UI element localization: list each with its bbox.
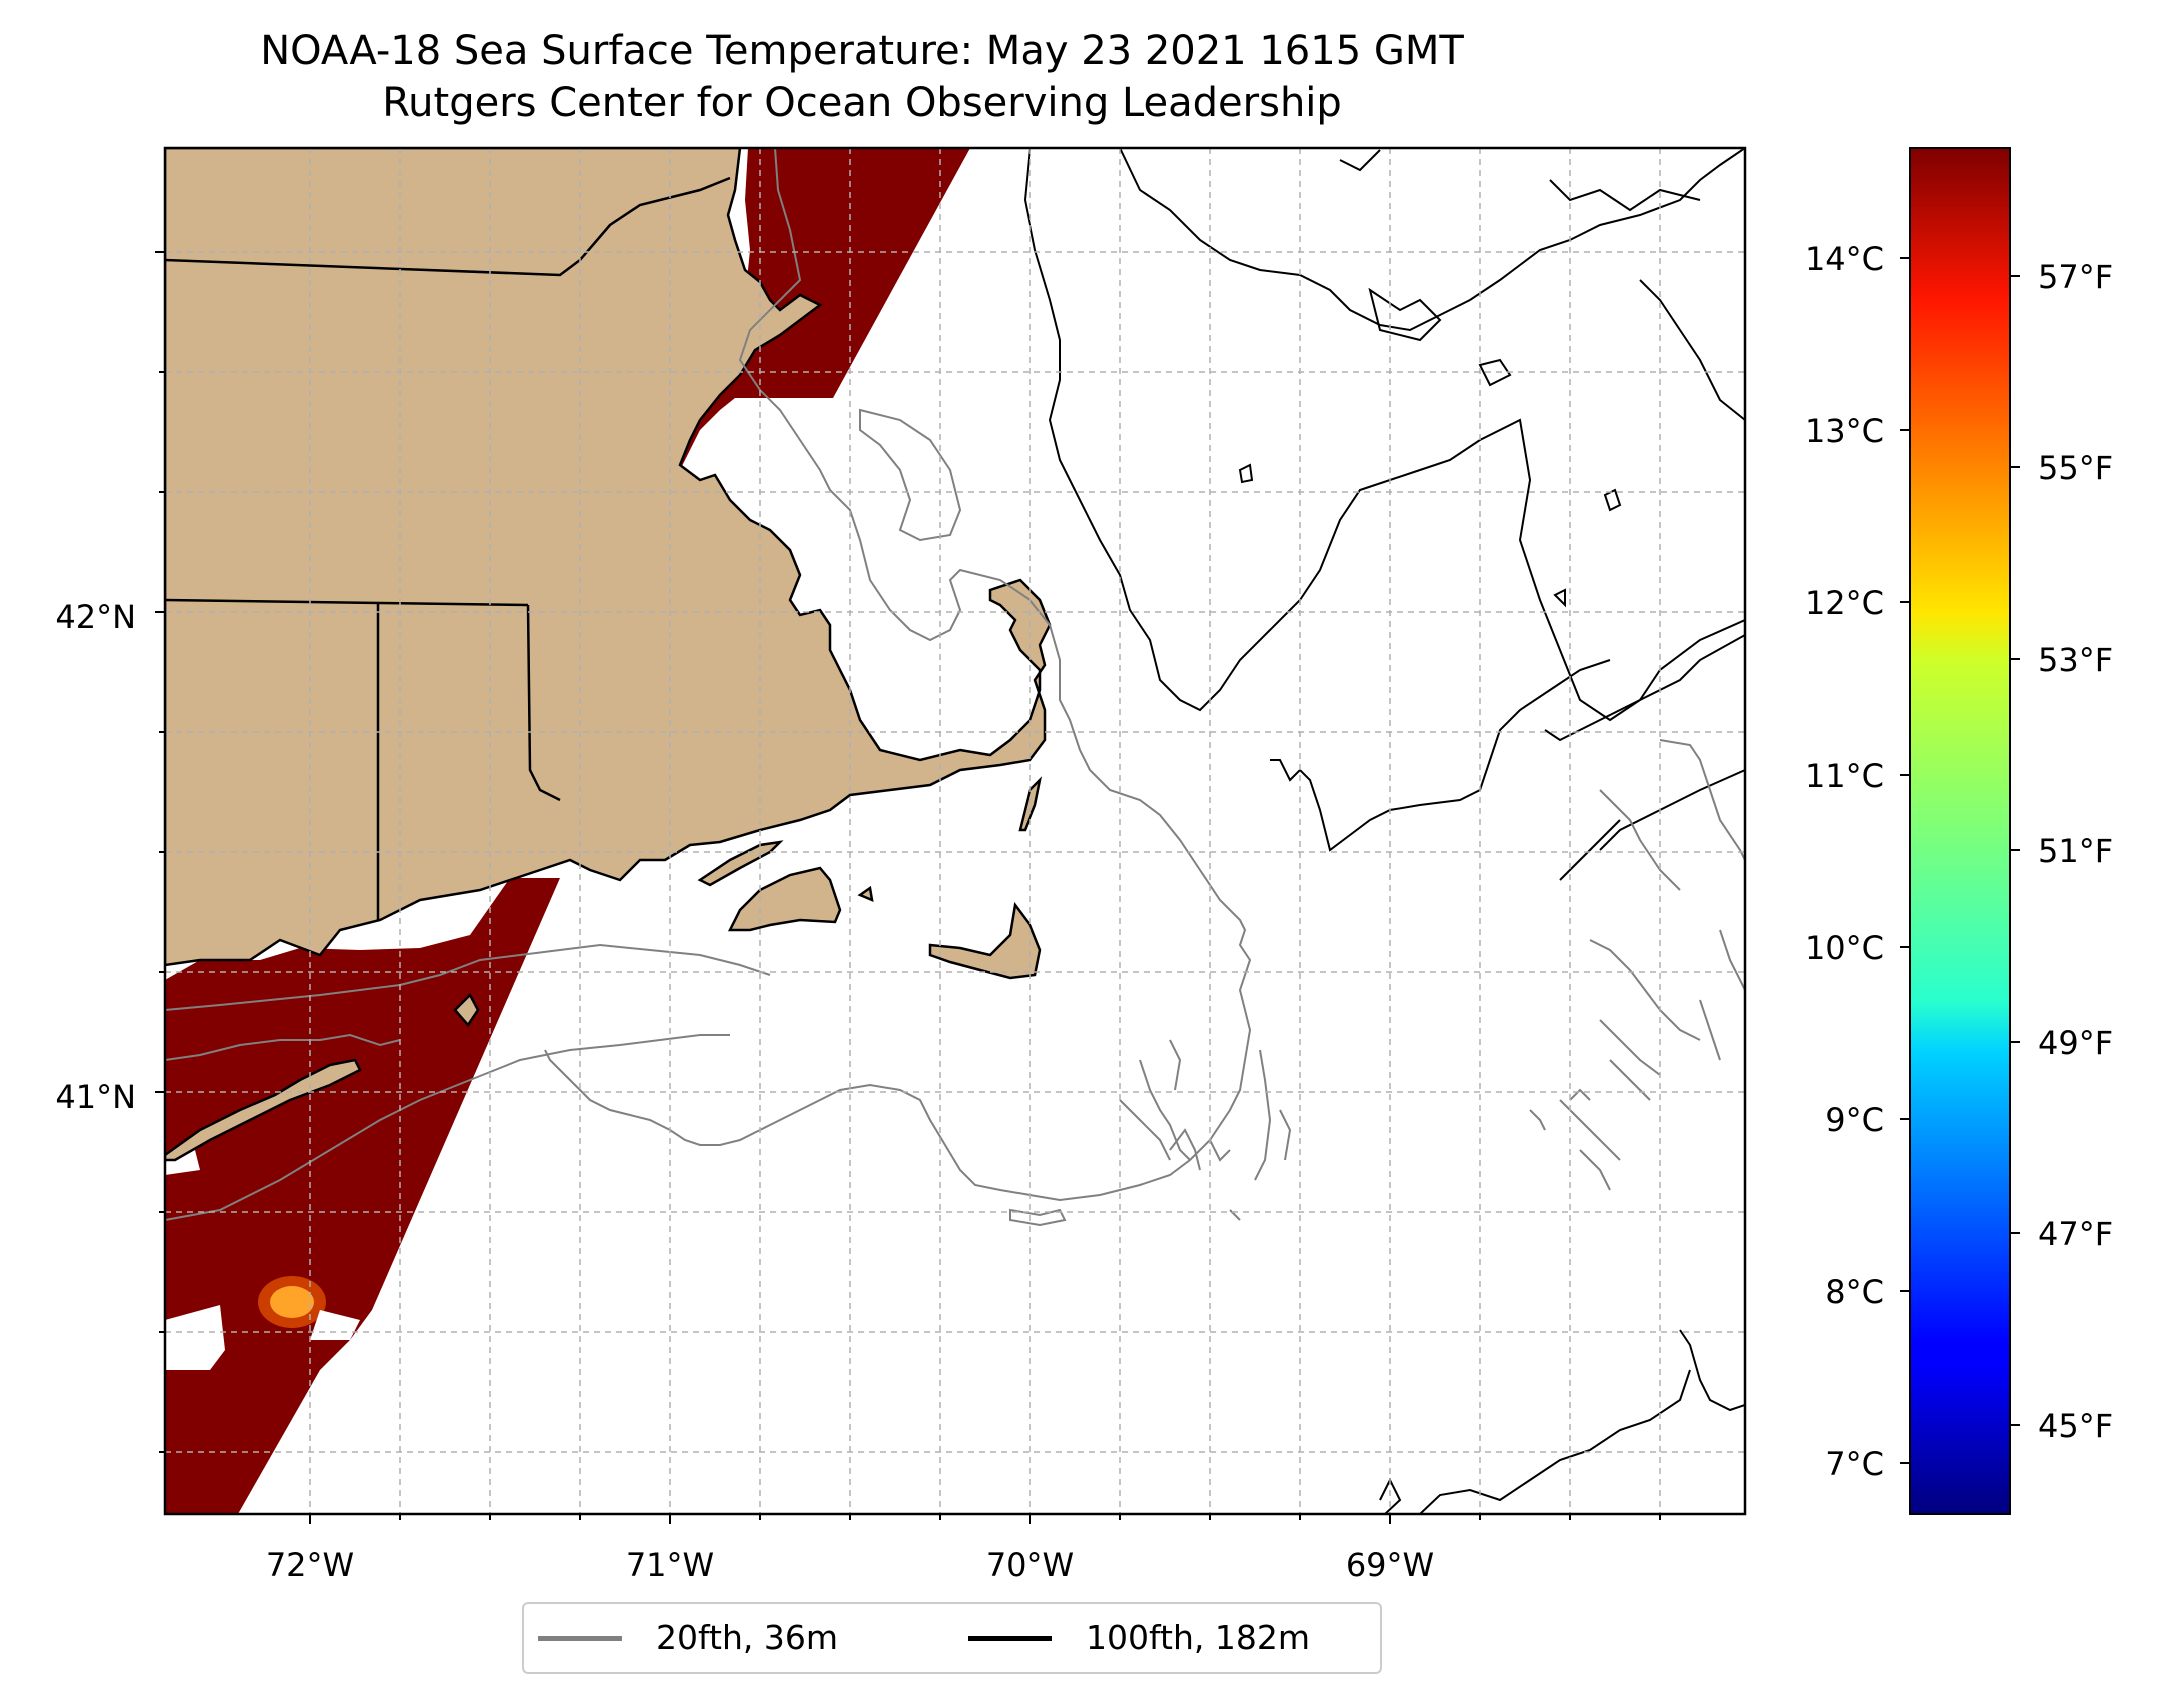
- legend-label-20fth: 20fth, 36m: [656, 1618, 838, 1657]
- y-axis: [155, 251, 165, 1453]
- colorbar-celsius-label: 10°C: [1805, 929, 1884, 967]
- colorbar-celsius-label: 8°C: [1825, 1273, 1884, 1311]
- sst-swath-south: [165, 878, 560, 1514]
- colorbar-celsius-label: 13°C: [1805, 412, 1884, 450]
- colorbar-fahrenheit-label: 45°F: [2038, 1407, 2113, 1445]
- colorbar-celsius-label: 9°C: [1825, 1101, 1884, 1139]
- map-frame: [163, 146, 1747, 1516]
- colorbar-celsius-ticks: [1900, 257, 1910, 1464]
- x-tick-label: 71°W: [626, 1546, 714, 1584]
- colorbar-fahrenheit-label: 55°F: [2038, 449, 2113, 487]
- x-axis: [309, 1514, 1661, 1524]
- map-gridlines: [165, 148, 1745, 1514]
- land-marthas-vineyard: [727, 866, 842, 932]
- y-tick-label: 41°N: [55, 1078, 136, 1116]
- x-tick-label: 69°W: [1346, 1546, 1434, 1584]
- land-muskeget: [857, 885, 874, 903]
- colorbar-fahrenheit-ticks: [2010, 275, 2020, 1426]
- colorbar-fahrenheit-label: 57°F: [2038, 258, 2113, 296]
- legend: 20fth, 36m 100fth, 182m: [522, 1602, 1382, 1674]
- state-borders: [165, 176, 731, 920]
- colorbar-fahrenheit-label: 51°F: [2038, 832, 2113, 870]
- colorbar-fahrenheit-label: 53°F: [2038, 641, 2113, 679]
- land-nantucket: [928, 901, 1042, 980]
- chart-title: NOAA-18 Sea Surface Temperature: May 23 …: [260, 28, 1464, 74]
- legend-label-100fth: 100fth, 182m: [1086, 1618, 1310, 1657]
- land-long-island: [165, 1058, 362, 1162]
- legend-swatch-20fth: [538, 1636, 622, 1641]
- x-tick-label: 72°W: [266, 1546, 354, 1584]
- chart-subtitle: Rutgers Center for Ocean Observing Leade…: [382, 80, 1342, 126]
- colorbar-fahrenheit-label: 47°F: [2038, 1215, 2113, 1253]
- colorbar-fahrenheit-label: 49°F: [2038, 1024, 2113, 1062]
- colorbar-celsius-label: 12°C: [1805, 584, 1884, 622]
- land-monomoy: [1018, 776, 1043, 832]
- data-gap: [165, 1305, 225, 1370]
- colorbar-celsius-label: 11°C: [1805, 757, 1884, 795]
- colorbar-celsius-label: 14°C: [1805, 240, 1884, 278]
- y-tick-label: 42°N: [55, 598, 136, 636]
- legend-swatch-100fth: [968, 1636, 1052, 1641]
- warm-patch-halo: [258, 1276, 326, 1328]
- x-tick-label: 70°W: [986, 1546, 1074, 1584]
- colorbar-celsius-label: 7°C: [1825, 1445, 1884, 1483]
- land-block-island: [453, 992, 480, 1028]
- colorbar: [1909, 147, 2011, 1515]
